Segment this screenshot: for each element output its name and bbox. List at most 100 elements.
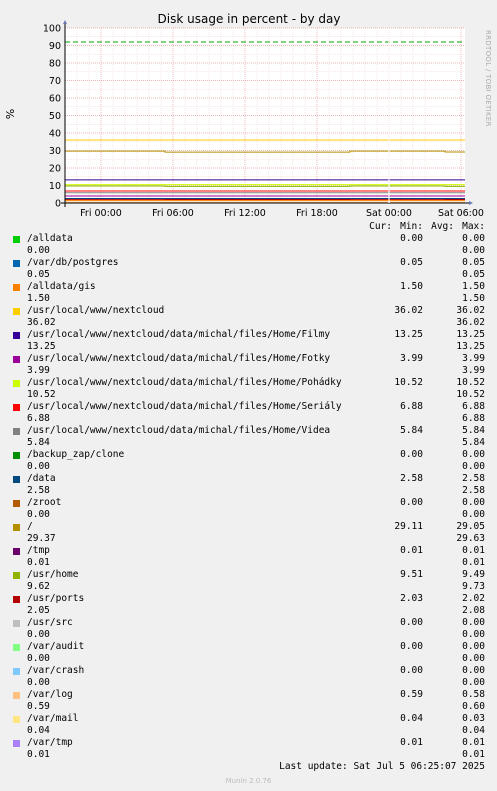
legend-item: /usr/home 9.51 9.62 9.49 9.73 — [12, 569, 487, 593]
legend-avg: 0.01 — [462, 545, 485, 556]
axes — [61, 20, 473, 207]
legend-avg: 6.88 — [462, 401, 485, 412]
legend-item: /usr/local/www/nextcloud/data/michal/fil… — [12, 329, 487, 353]
legend-cur: 0.01 — [400, 737, 423, 748]
disk-usage-chart: Disk usage in percent - by day % RRDTOOL… — [4, 12, 492, 219]
legend-min: 3.99 — [27, 365, 50, 376]
legend-cur: 9.51 — [400, 569, 423, 580]
legend-item: /var/db/postgres 0.05 0.05 0.05 0.05 — [12, 257, 487, 281]
legend-cur: 29.11 — [394, 521, 423, 532]
legend-cur: 6.88 — [400, 401, 423, 412]
legend-cur: 0.00 — [400, 617, 423, 628]
legend-min: 29.37 — [27, 533, 56, 544]
legend-min: 0.00 — [27, 677, 50, 688]
legend-cur: 3.99 — [400, 353, 423, 364]
last-update: Last update: Sat Jul 5 06:25:07 2025 — [279, 761, 485, 772]
y-tick-label: 40 — [49, 129, 61, 140]
legend-max: 2.08 — [462, 605, 485, 616]
legend-name: /usr/local/www/nextcloud/data/michal/fil… — [27, 401, 342, 412]
legend-name: /usr/local/www/nextcloud/data/michal/fil… — [27, 329, 331, 340]
rrdtool-credit: RRDTOOL / TOBI OETIKER — [484, 30, 492, 127]
legend-cur: 0.01 — [400, 545, 423, 556]
legend-swatch — [13, 548, 20, 555]
legend-cur: 2.58 — [400, 473, 423, 484]
legend-min: 0.59 — [27, 701, 50, 712]
legend-cur: 0.05 — [400, 257, 423, 268]
legend-swatch — [13, 716, 20, 723]
legend-item: /usr/local/www/nextcloud/data/michal/fil… — [12, 401, 487, 425]
legend-avg: 0.58 — [462, 689, 485, 700]
legend-item: /var/audit 0.00 0.00 0.00 0.00 — [12, 641, 487, 665]
legend-cur: 13.25 — [394, 329, 423, 340]
legend-name: /var/crash — [27, 665, 85, 676]
legend-swatch — [13, 476, 20, 483]
legend-item: /alldata/gis 1.50 1.50 1.50 1.50 — [12, 281, 487, 305]
legend: Cur: Min: Avg: Max: /alldata 0.00 0.00 0.00… — [12, 221, 487, 761]
legend-avg: 5.84 — [462, 425, 485, 436]
legend-item: /usr/local/www/nextcloud/data/michal/fil… — [12, 425, 487, 449]
legend-cur: 0.00 — [400, 641, 423, 652]
x-tick-label: Fri 12:00 — [224, 208, 266, 219]
legend-name: /usr/local/www/nextcloud/data/michal/fil… — [27, 425, 331, 436]
legend-item: /usr/local/www/nextcloud/data/michal/fil… — [12, 353, 487, 377]
legend-min: 0.04 — [27, 725, 50, 736]
legend-cur: 10.52 — [394, 377, 423, 388]
legend-swatch — [13, 668, 20, 675]
legend-avg: 0.00 — [462, 449, 485, 460]
y-tick-label: 20 — [49, 164, 61, 175]
legend-min: 0.01 — [27, 749, 50, 760]
legend-avg: 0.00 — [462, 641, 485, 652]
legend-cur: 5.84 — [400, 425, 423, 436]
legend-item: /usr/local/www/nextcloud 36.02 36.02 36.02 3… — [12, 305, 487, 329]
legend-min: 10.52 — [27, 389, 56, 400]
legend-swatch — [13, 332, 20, 339]
y-tick-label: 10 — [49, 181, 61, 192]
legend-max: 0.00 — [462, 653, 485, 664]
legend-max: 0.00 — [462, 629, 485, 640]
x-tick-label: Fri 00:00 — [80, 208, 122, 219]
legend-item: /var/crash 0.00 0.00 0.00 0.00 — [12, 665, 487, 689]
legend-swatch — [13, 524, 20, 531]
legend-swatch — [13, 452, 20, 459]
grid — [65, 27, 465, 203]
legend-swatch — [13, 692, 20, 699]
legend-max: 0.04 — [462, 725, 485, 736]
legend-cur: 0.00 — [400, 665, 423, 676]
legend-header-min: Min: — [400, 221, 423, 232]
legend-name: /alldata/gis — [27, 281, 96, 292]
y-tick-label: 60 — [49, 94, 61, 105]
legend-avg: 36.02 — [456, 305, 485, 316]
legend-avg: 29.05 — [456, 521, 485, 532]
legend-name: /usr/local/www/nextcloud/data/michal/fil… — [27, 377, 342, 388]
legend-name: /alldata — [27, 233, 73, 244]
x-tick-labels: Fri 00:00 Fri 06:00 Fri 12:00 Fri 18:00 Sat … — [80, 208, 484, 219]
legend-min: 0.01 — [27, 557, 50, 568]
x-tick-label: Fri 18:00 — [296, 208, 338, 219]
legend-name: /backup_zap/clone — [27, 449, 125, 460]
legend-cur: 0.04 — [400, 713, 423, 724]
legend-item: /var/log 0.59 0.59 0.58 0.60 — [12, 689, 487, 713]
legend-min: 2.05 — [27, 605, 50, 616]
x-axis-arrow — [469, 201, 473, 205]
legend-item: /usr/src 0.00 0.00 0.00 0.00 — [12, 617, 487, 641]
legend-swatch — [13, 500, 20, 507]
y-tick-label: 0 — [55, 199, 61, 210]
legend-max: 0.01 — [462, 749, 485, 760]
legend-name: /var/audit — [27, 641, 85, 652]
legend-min: 0.00 — [27, 245, 50, 256]
legend-max: 9.73 — [462, 581, 485, 592]
legend-avg: 2.02 — [462, 593, 485, 604]
legend-header-max: Max: — [462, 221, 485, 232]
legend-name: /usr/local/www/nextcloud/data/michal/fil… — [27, 353, 331, 364]
legend-item: /backup_zap/clone 0.00 0.00 0.00 0.00 — [12, 449, 487, 473]
legend-swatch — [13, 236, 20, 243]
legend-item: /zroot 0.00 0.00 0.00 0.00 — [12, 497, 487, 521]
legend-max: 1.50 — [462, 293, 485, 304]
legend-max: 5.84 — [462, 437, 485, 448]
legend-max: 2.58 — [462, 485, 485, 496]
legend-max: 0.00 — [462, 509, 485, 520]
legend-avg: 0.00 — [462, 497, 485, 508]
legend-swatch — [13, 596, 20, 603]
y-tick-label: 70 — [49, 76, 61, 87]
legend-avg: 0.05 — [462, 257, 485, 268]
